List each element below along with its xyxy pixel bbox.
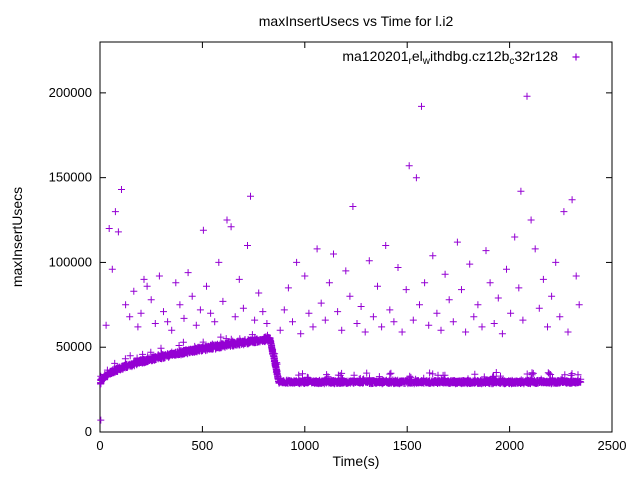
y-tick-label: 50000 (56, 339, 92, 354)
chart-title: maxInsertUsecs vs Time for l.i2 (259, 13, 454, 29)
x-tick-label: 500 (192, 438, 214, 453)
plot-border (99, 41, 613, 433)
x-tick-label: 0 (96, 438, 103, 453)
x-tick-label: 1000 (290, 438, 319, 453)
x-tick-label: 2000 (495, 438, 524, 453)
y-tick-label: 100000 (49, 254, 92, 269)
y-axis-label: maxInsertUsecs (9, 187, 25, 287)
legend-label: ma120201relwithdbg.cz12bc32r128 (342, 48, 558, 67)
y-tick-label: 0 (85, 424, 92, 439)
y-tick-label: 150000 (49, 170, 92, 185)
x-tick-label: 2500 (598, 438, 627, 453)
y-tick-label: 200000 (49, 85, 92, 100)
x-tick-label: 1500 (393, 438, 422, 453)
data-points (97, 92, 585, 424)
legend-marker (572, 53, 580, 61)
x-axis-label: Time(s) (333, 453, 380, 469)
